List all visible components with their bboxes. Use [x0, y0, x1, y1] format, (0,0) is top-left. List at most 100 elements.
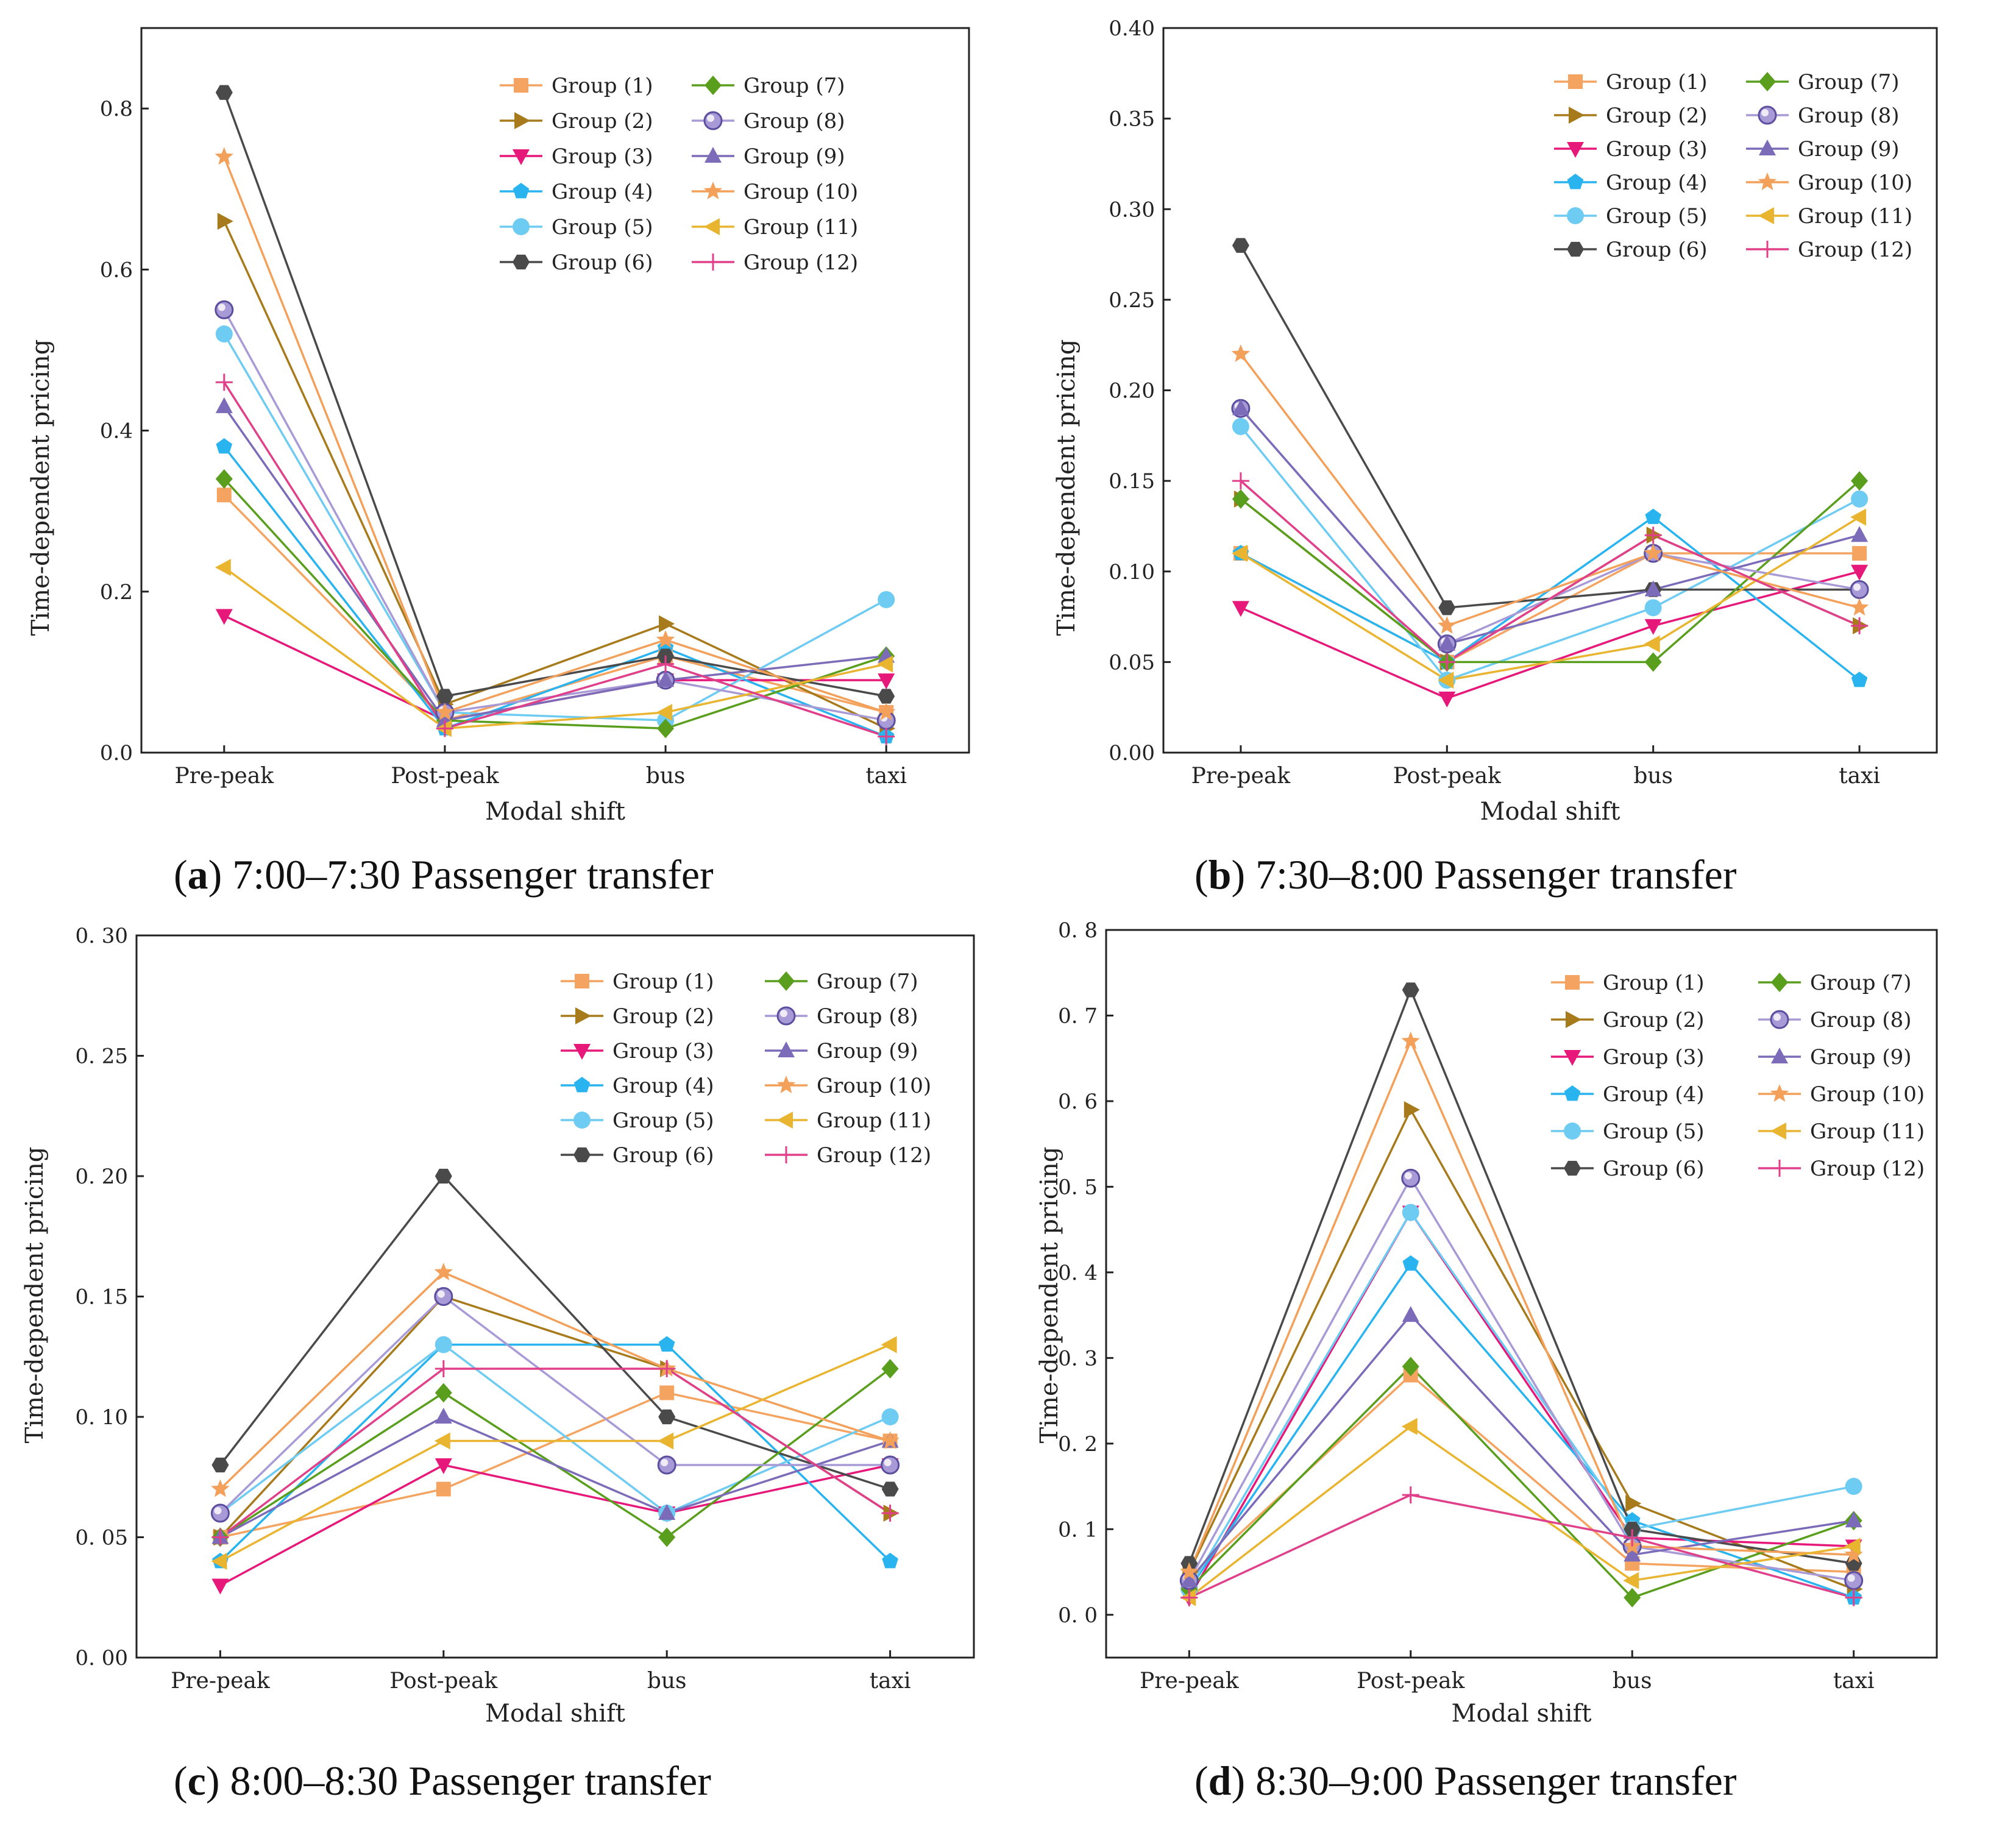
- y-tick-label: 0.05: [1109, 650, 1155, 675]
- data-point-group-11: [211, 1553, 227, 1570]
- data-point-group-7: [1402, 1357, 1419, 1377]
- legend-label: Group (5): [1606, 204, 1708, 229]
- legend-label: Group (9): [1798, 137, 1900, 161]
- legend-label: Group (12): [1798, 238, 1912, 262]
- data-point-group-11: [215, 559, 231, 576]
- legend-marker: [1566, 1011, 1581, 1028]
- y-tick-label: 0.00: [1109, 741, 1155, 765]
- legend-marker: [514, 112, 530, 129]
- data-point-group-12: [1402, 1486, 1419, 1504]
- series-line-group-5: [223, 333, 887, 722]
- legend-label: Group (6): [1606, 238, 1708, 262]
- legend-label: Group (2): [552, 109, 653, 133]
- panel-b: 0.00 0.05 0.10 0.15 0.20 0.25 0.30 0.35 0.40 Pre-…: [1052, 16, 1938, 898]
- x-tick-label: taxi: [1833, 1669, 1875, 1694]
- data-point-group-8: [1850, 580, 1869, 599]
- legend-label: Group (8): [1798, 104, 1900, 128]
- legend-marker: [778, 971, 795, 991]
- x-axis-label: Modal shift: [485, 1700, 625, 1728]
- data-point-group-4: [1851, 672, 1868, 687]
- legend-label: Group (2): [612, 1004, 714, 1029]
- legend-marker: [705, 254, 722, 271]
- legend-marker: [1567, 241, 1584, 257]
- legend-marker: [1771, 1048, 1788, 1063]
- data-point-group-6: [215, 85, 233, 100]
- legend-marker: [1565, 975, 1580, 990]
- legend-marker: [1564, 1160, 1581, 1176]
- legend-label: Group (10): [744, 180, 858, 204]
- legend-label: Group (2): [1606, 104, 1708, 128]
- data-point-group-11: [1438, 672, 1454, 689]
- panel-a: 0.0 0.2 0.4 0.6 0.8 Pre-peak Post-peak bus taxi M…: [27, 27, 970, 898]
- data-point-group-2: [1404, 1101, 1420, 1118]
- data-point-group-9: [1644, 580, 1662, 597]
- legend-label: Group (3): [1603, 1045, 1705, 1070]
- data-point-group-12: [1180, 1589, 1198, 1606]
- data-point-group-10: [435, 702, 455, 720]
- data-point-group-12: [1624, 1529, 1641, 1547]
- legend-label: Group (6): [612, 1143, 714, 1168]
- y-tick-label: 0. 0: [1058, 1603, 1098, 1628]
- legend-label: Group (2): [1603, 1008, 1705, 1032]
- data-point-group-2: [217, 213, 233, 230]
- panel-caption: (a) 7:00–7:30 Passenger transfer: [174, 851, 714, 898]
- data-point-group-11: [1850, 508, 1867, 526]
- legend-marker: [704, 218, 720, 235]
- data-point-group-10: [876, 702, 896, 720]
- data-point-group-10: [881, 1431, 900, 1449]
- x-tick-label: Post-peak: [1393, 764, 1502, 789]
- legend-marker: [776, 1076, 796, 1093]
- legend-marker: [575, 974, 589, 988]
- data-point-group-7: [215, 469, 233, 489]
- x-tick-label: bus: [646, 764, 686, 789]
- panel-caption: (c) 8:00–8:30 Passenger transfer: [174, 1758, 711, 1804]
- series-line-group-5: [1240, 425, 1860, 682]
- data-point-group-8: [881, 1455, 900, 1475]
- data-point-group-10: [1844, 1545, 1863, 1563]
- data-point-group-3: [1438, 691, 1456, 708]
- y-tick-label: 0. 5: [1058, 1175, 1098, 1199]
- data-point-group-12: [1232, 472, 1249, 490]
- series-line-group-11: [219, 1343, 891, 1563]
- series-line-group-7: [1240, 480, 1861, 664]
- data-point-group-7: [435, 1383, 452, 1403]
- data-point-group-1: [659, 1385, 675, 1400]
- legend-marker: [1770, 1123, 1786, 1140]
- legend-label: Group (1): [612, 970, 714, 994]
- y-tick-label: 0.40: [1109, 16, 1155, 41]
- series-line-group-8: [219, 1295, 890, 1514]
- legend-marker: [1568, 74, 1583, 89]
- data-point-group-6: [436, 689, 453, 704]
- y-tick-label: 0. 15: [75, 1285, 128, 1310]
- y-tick-label: 0. 4: [1058, 1261, 1098, 1285]
- series-line-group-9: [219, 1416, 891, 1539]
- data-point-group-12: [657, 655, 675, 673]
- legend-marker: [1567, 174, 1584, 190]
- y-tick-label: 0. 30: [75, 924, 128, 948]
- legend-marker: [1759, 72, 1776, 91]
- data-point-group-12: [435, 1360, 452, 1377]
- legend-label: Group (4): [612, 1074, 714, 1098]
- data-point-group-1: [436, 1481, 451, 1497]
- legend-marker: [1759, 140, 1776, 155]
- legend-marker: [513, 149, 530, 165]
- data-point-group-4: [882, 1553, 898, 1569]
- data-point-group-9: [435, 1408, 452, 1424]
- series-line-group-3: [1188, 1210, 1854, 1598]
- legend-label: Group (4): [1606, 171, 1708, 195]
- data-point-group-10: [434, 1263, 453, 1280]
- legend-marker: [1771, 973, 1788, 992]
- y-tick-label: 0.10: [1109, 560, 1155, 584]
- legend-label: Group (3): [1606, 137, 1708, 161]
- y-tick-label: 0.20: [1109, 379, 1155, 403]
- y-tick-label: 0.4: [100, 419, 133, 444]
- legend-label: Group (6): [1603, 1157, 1705, 1181]
- legend-label: Group (11): [817, 1109, 931, 1133]
- series-line-group-10: [1188, 1038, 1854, 1573]
- data-point-group-10: [1850, 598, 1869, 616]
- legend-label: Group (7): [817, 970, 918, 994]
- data-point-group-9: [1180, 1571, 1198, 1588]
- data-point-group-9: [1624, 1545, 1641, 1562]
- panel-c: 0. 00 0. 05 0. 10 0. 15 0. 20 0. 25 0. 30 Pre-p…: [21, 924, 975, 1804]
